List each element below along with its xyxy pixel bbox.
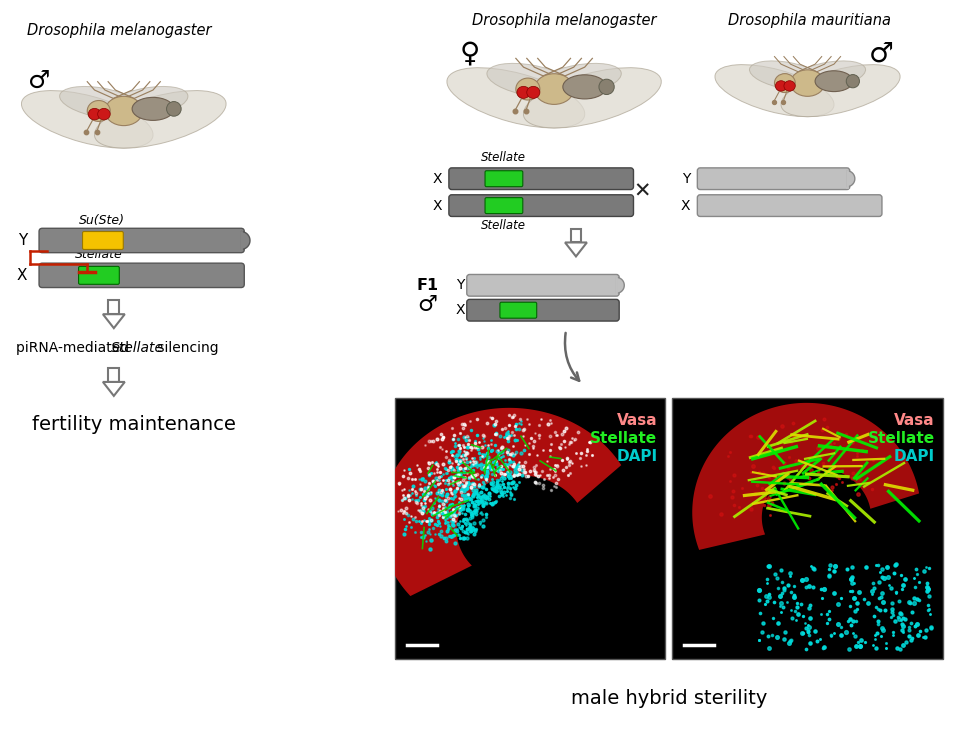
Text: DAPI: DAPI xyxy=(894,448,935,464)
Ellipse shape xyxy=(517,87,530,98)
FancyBboxPatch shape xyxy=(449,168,634,189)
Ellipse shape xyxy=(749,61,824,90)
FancyBboxPatch shape xyxy=(485,197,523,214)
Text: X: X xyxy=(456,303,465,317)
Ellipse shape xyxy=(132,98,174,120)
Ellipse shape xyxy=(815,70,853,92)
Ellipse shape xyxy=(535,63,621,97)
FancyBboxPatch shape xyxy=(500,302,537,318)
Ellipse shape xyxy=(523,68,661,128)
Text: Su(Ste): Su(Ste) xyxy=(78,214,125,227)
Text: Stellate: Stellate xyxy=(590,431,657,446)
Ellipse shape xyxy=(774,73,795,92)
Text: male hybrid sterility: male hybrid sterility xyxy=(570,689,768,708)
Ellipse shape xyxy=(563,75,607,99)
Ellipse shape xyxy=(715,65,834,117)
Polygon shape xyxy=(380,408,621,596)
Text: Stellate: Stellate xyxy=(868,431,935,446)
Bar xyxy=(673,398,943,659)
Text: X: X xyxy=(680,199,690,213)
Text: Vasa: Vasa xyxy=(894,413,935,428)
Ellipse shape xyxy=(599,79,614,95)
Ellipse shape xyxy=(534,73,574,104)
Ellipse shape xyxy=(21,90,153,148)
Bar xyxy=(395,398,665,659)
FancyBboxPatch shape xyxy=(449,195,634,217)
Ellipse shape xyxy=(105,96,143,126)
Text: F1: F1 xyxy=(417,277,439,293)
FancyBboxPatch shape xyxy=(570,228,582,242)
FancyBboxPatch shape xyxy=(108,368,120,382)
Text: fertility maintenance: fertility maintenance xyxy=(33,415,236,435)
Text: Stellate: Stellate xyxy=(75,248,122,261)
Ellipse shape xyxy=(791,61,865,90)
Text: silencing: silencing xyxy=(152,341,218,355)
FancyBboxPatch shape xyxy=(39,228,244,252)
Text: ♂: ♂ xyxy=(28,69,51,93)
Polygon shape xyxy=(616,277,624,294)
Ellipse shape xyxy=(167,101,181,116)
FancyBboxPatch shape xyxy=(698,195,882,217)
Text: ♂: ♂ xyxy=(869,39,894,68)
Ellipse shape xyxy=(784,81,795,91)
Ellipse shape xyxy=(87,101,110,121)
Ellipse shape xyxy=(447,68,585,128)
Text: Drosophila melanogaster: Drosophila melanogaster xyxy=(27,23,211,38)
Text: ♀: ♀ xyxy=(459,39,479,68)
FancyBboxPatch shape xyxy=(698,168,850,189)
FancyBboxPatch shape xyxy=(485,171,523,186)
Polygon shape xyxy=(103,382,124,396)
Ellipse shape xyxy=(516,78,540,100)
Text: DAPI: DAPI xyxy=(616,448,657,464)
Ellipse shape xyxy=(846,75,859,88)
Polygon shape xyxy=(692,403,919,550)
Text: piRNA-mediated: piRNA-mediated xyxy=(16,341,134,355)
Polygon shape xyxy=(565,242,587,256)
FancyBboxPatch shape xyxy=(467,275,619,296)
Text: Y: Y xyxy=(456,278,465,292)
Text: ✕: ✕ xyxy=(634,182,652,202)
Text: Drosophila melanogaster: Drosophila melanogaster xyxy=(472,13,657,29)
FancyBboxPatch shape xyxy=(39,264,244,288)
Polygon shape xyxy=(103,314,124,328)
Text: Y: Y xyxy=(18,233,28,248)
Text: X: X xyxy=(433,172,442,186)
Text: ♂: ♂ xyxy=(417,295,437,315)
FancyBboxPatch shape xyxy=(78,266,120,284)
Ellipse shape xyxy=(790,70,825,96)
Ellipse shape xyxy=(781,65,901,117)
Text: Stellate: Stellate xyxy=(497,283,542,297)
Text: Stellate: Stellate xyxy=(481,150,526,164)
Ellipse shape xyxy=(487,63,573,97)
Ellipse shape xyxy=(95,90,226,148)
Polygon shape xyxy=(241,231,250,250)
Text: Y: Y xyxy=(682,172,690,186)
FancyBboxPatch shape xyxy=(108,300,120,314)
Text: Stellate: Stellate xyxy=(481,219,526,231)
Ellipse shape xyxy=(105,87,188,119)
Ellipse shape xyxy=(526,87,540,98)
Text: Stellate: Stellate xyxy=(111,341,164,355)
Ellipse shape xyxy=(59,87,142,119)
Ellipse shape xyxy=(775,81,787,91)
Text: Drosophila mauritiana: Drosophila mauritiana xyxy=(728,13,891,29)
Ellipse shape xyxy=(98,109,110,120)
Polygon shape xyxy=(847,171,855,186)
FancyBboxPatch shape xyxy=(467,299,619,321)
Text: Vasa: Vasa xyxy=(617,413,657,428)
Text: X: X xyxy=(433,199,442,213)
FancyBboxPatch shape xyxy=(82,231,123,250)
Ellipse shape xyxy=(88,109,100,120)
Text: X: X xyxy=(17,268,28,283)
